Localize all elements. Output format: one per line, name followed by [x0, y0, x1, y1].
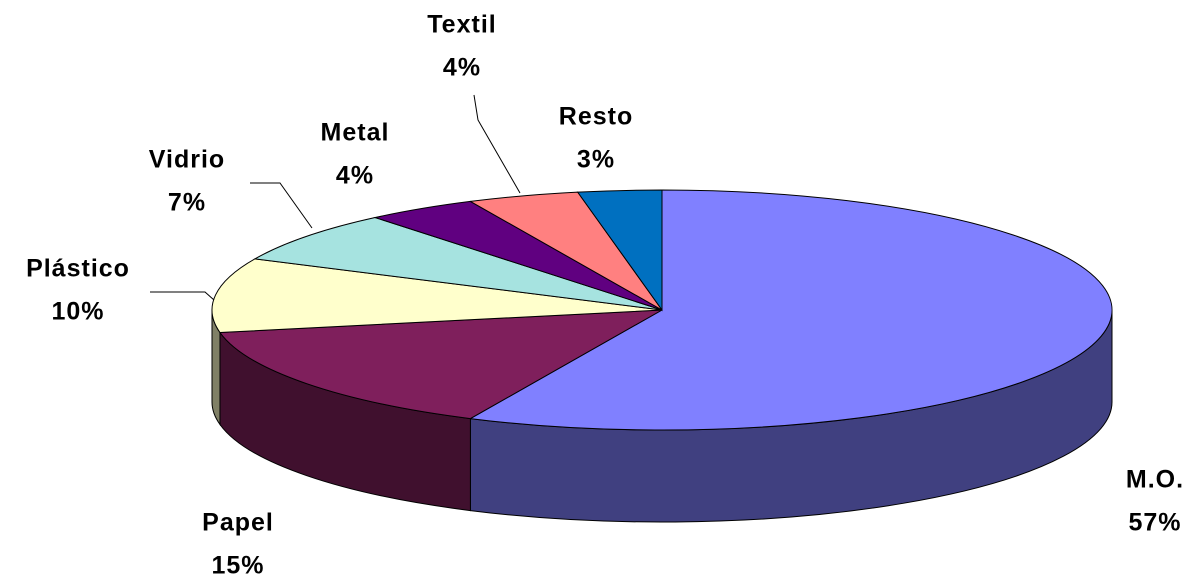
slice-label: Metal [321, 119, 390, 147]
slice [211, 258, 663, 333]
slice-label: Textil [427, 11, 496, 39]
slice [253, 217, 663, 311]
slice-label: Plástico [26, 255, 130, 283]
leader-line [473, 94, 521, 194]
slice [468, 189, 1113, 431]
slice-label: M.O. [1126, 466, 1184, 494]
slice-label: Vidrio [149, 146, 225, 174]
slice-label: Resto [559, 103, 633, 131]
slice-value: 10% [51, 298, 104, 326]
slice [219, 309, 663, 420]
leader-line [150, 291, 215, 301]
slice [576, 189, 663, 312]
slice-value: 4% [443, 54, 481, 82]
slice-label: Papel [202, 509, 274, 537]
slice-value: 57% [1128, 509, 1181, 537]
slice-value: 4% [336, 162, 374, 190]
leader-line [250, 182, 313, 229]
slice-value: 3% [577, 146, 615, 174]
slice-value: 7% [168, 189, 206, 217]
slice-value: 15% [211, 552, 264, 580]
